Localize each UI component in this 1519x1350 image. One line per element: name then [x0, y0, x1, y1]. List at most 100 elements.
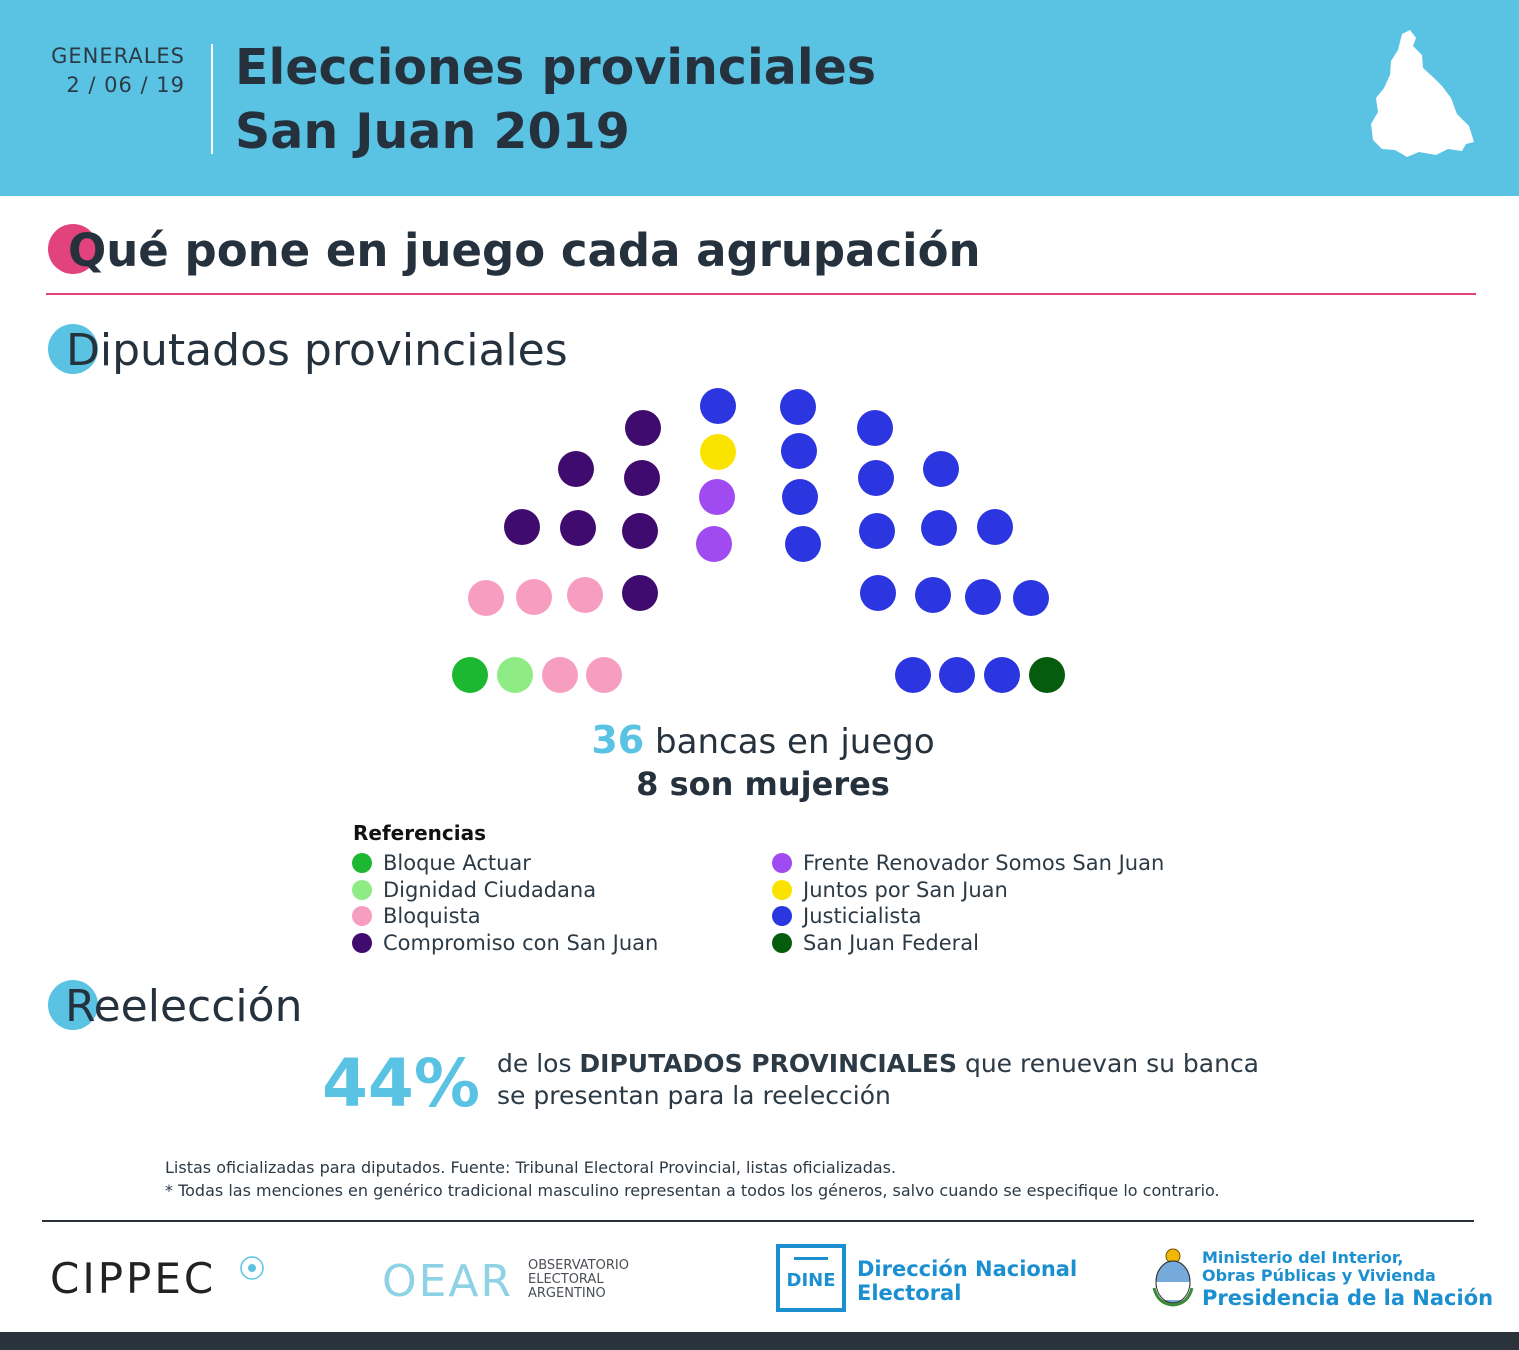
legend-label: Compromiso con San Juan: [383, 930, 659, 955]
seats-summary: 36 bancas en juego: [463, 716, 1063, 766]
heading-text: eelección: [93, 981, 303, 1032]
legend-swatch: [352, 879, 372, 900]
legend-label: Bloquista: [383, 904, 481, 928]
seat-1: [452, 657, 488, 693]
ministry-name: Ministerio del Interior, Obras Públicas …: [1202, 1248, 1494, 1311]
seat-20: [781, 433, 817, 469]
reelection-text-pre: de los: [497, 1049, 580, 1078]
source-note: Listas oficializadas para diputados. Fue…: [165, 1158, 897, 1177]
seat-27: [921, 510, 957, 546]
seat-21: [782, 479, 818, 515]
heading-text: ué pone en juego cada agrupación: [106, 224, 981, 277]
seat-24: [858, 460, 894, 496]
seat-36: [1029, 657, 1065, 693]
heading-bubble-blue: [48, 324, 98, 374]
legend-label: Juntos por San Juan: [803, 877, 1008, 902]
page-title: Elecciones provinciales San Juan 2019: [235, 36, 876, 164]
seat-14: [625, 410, 661, 446]
seat-29: [860, 575, 896, 611]
disclaimer-note: * Todas las menciones en genérico tradic…: [165, 1181, 1220, 1200]
reelection-text-post: que renuevan su banca: [957, 1049, 1260, 1078]
seat-3: [542, 657, 578, 693]
seat-17: [700, 434, 736, 470]
seat-16: [699, 479, 735, 515]
legend-title: Referencias: [353, 821, 487, 845]
reelection-line2: se presentan para la reelección: [497, 1081, 891, 1110]
legend-swatch: [352, 853, 372, 873]
oear-subtitle: OBSERVATORIO ELECTORAL ARGENTINO: [528, 1258, 629, 1301]
election-type: GENERALES: [51, 44, 185, 68]
reelection-text-bold: DIPUTADOS PROVINCIALES: [579, 1049, 958, 1078]
national-coat-of-arms-icon: [1152, 1248, 1194, 1307]
section-heading-stakes: Qué pone en juego cada agrupación: [48, 222, 1048, 282]
footer-bar: [0, 1332, 1519, 1350]
seat-35: [984, 657, 1020, 693]
seat-18: [700, 388, 736, 424]
heading-initial: Q: [68, 224, 107, 277]
heading-bubble-pink: [48, 224, 98, 274]
seat-32: [1013, 580, 1049, 616]
legend-swatch: [772, 906, 792, 926]
seat-26: [859, 513, 895, 549]
seat-8: [622, 575, 658, 611]
section-heading-reelection: Reelección: [48, 978, 548, 1038]
seats-label: bancas en juego: [644, 722, 935, 762]
seat-19: [780, 389, 816, 425]
seat-22: [785, 526, 821, 562]
heading-initial: R: [65, 981, 94, 1032]
reelection-text: de los DIPUTADOS PROVINCIALES que renuev…: [497, 1048, 1259, 1112]
election-date: 2 / 06 / 19: [66, 73, 185, 97]
seat-28: [977, 509, 1013, 545]
women-count: 8 son mujeres: [636, 765, 890, 803]
legend-label: Frente Renovador Somos San Juan: [803, 851, 1165, 875]
seat-9: [504, 509, 540, 545]
seat-33: [895, 657, 931, 693]
reelection-percent: 44%: [322, 1045, 480, 1122]
heading-text: iputados provinciales: [99, 325, 568, 376]
seats-count: 36: [591, 718, 645, 762]
seat-13: [624, 460, 660, 496]
header-banner: GENERALES 2 / 06 / 19 Elecciones provinc…: [0, 0, 1519, 196]
heading-initial: D: [66, 325, 100, 376]
seat-25: [923, 451, 959, 487]
legend-swatch: [352, 932, 372, 953]
legend-label: Justicialista: [803, 904, 922, 928]
legend-swatch: [772, 853, 792, 873]
oear-logo: OEAR OBSERVATORIO ELECTORAL ARGENTINO: [382, 1256, 629, 1307]
cippec-logo: CIPPEC: [50, 1254, 264, 1303]
parliament-chart: [452, 388, 1065, 693]
section-heading-deputies: Diputados provinciales: [48, 322, 748, 382]
footnotes: Listas oficializadas para diputados. Fue…: [165, 1156, 1220, 1202]
seat-6: [516, 579, 552, 615]
reelection-line1: de los DIPUTADOS PROVINCIALES que renuev…: [497, 1048, 1259, 1080]
seat-4: [586, 657, 622, 693]
seat-31: [965, 579, 1001, 615]
legend-swatch: [352, 906, 372, 926]
seat-11: [622, 513, 658, 549]
legend-swatch: [772, 879, 792, 900]
legend-label: Dignidad Ciudadana: [383, 877, 597, 902]
seat-2: [497, 657, 533, 693]
header-divider: [211, 44, 213, 154]
san-juan-map-icon: [1371, 30, 1474, 157]
legend-label: San Juan Federal: [803, 930, 979, 955]
page-title-line1: Elecciones provinciales: [235, 39, 877, 96]
seat-7: [567, 577, 603, 613]
footer-divider: [42, 1220, 1474, 1222]
legend-swatch: [772, 932, 792, 953]
seat-34: [939, 657, 975, 693]
dine-logo: DINE: [776, 1244, 846, 1312]
seat-23: [857, 410, 893, 446]
seat-10: [560, 510, 596, 546]
pink-divider: [46, 293, 1476, 295]
seat-15: [696, 526, 732, 562]
heading-bubble-blue: [48, 980, 98, 1030]
seat-12: [558, 451, 594, 487]
election-date-block: GENERALES 2 / 06 / 19: [51, 42, 185, 100]
page-title-line2: San Juan 2019: [235, 103, 630, 160]
dine-name: Dirección Nacional Electoral: [857, 1257, 1078, 1305]
seat-5: [468, 580, 504, 616]
seat-30: [915, 577, 951, 613]
cippec-mark-icon: [240, 1256, 264, 1280]
legend-label: Bloque Actuar: [383, 851, 531, 875]
